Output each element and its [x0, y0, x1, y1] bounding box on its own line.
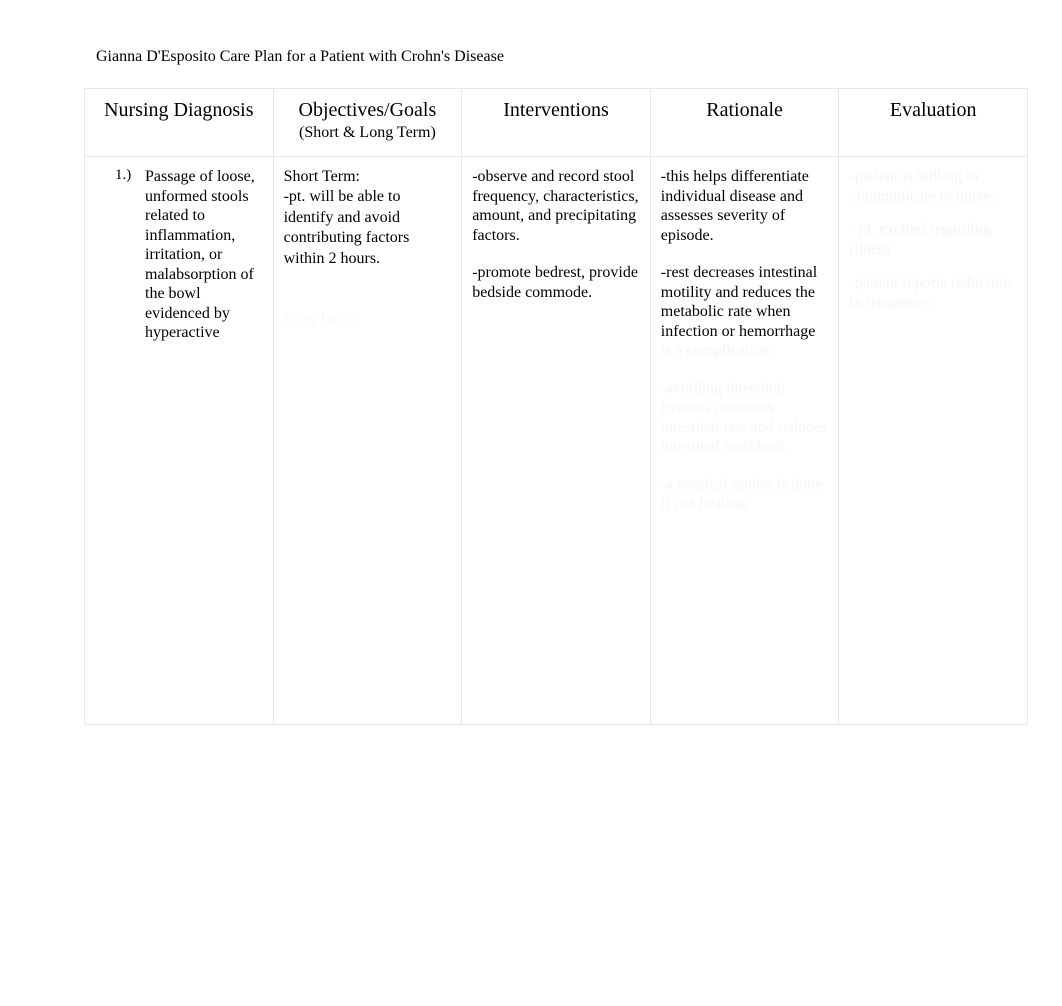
short-term-text: -pt. will be able to identify and avoid … — [284, 188, 410, 266]
diagnosis-cell: 1.) Passage of loose, unformed stools re… — [85, 157, 274, 725]
rationale-hidden-2: -avoiding intestinal irritants promotes … — [661, 379, 829, 457]
objectives-cell: Short Term: -pt. will be able to identif… — [273, 157, 462, 725]
short-term-label: Short Term: — [284, 167, 452, 187]
header-evaluation-text: Evaluation — [890, 99, 977, 121]
interventions-cell: -observe and record stool frequency, cha… — [462, 157, 651, 725]
objectives-hidden: Long Term: — [284, 309, 452, 327]
care-plan-table: Nursing Diagnosis Objectives/Goals (Shor… — [84, 88, 1028, 725]
intervention-item-2: -promote bedrest, provide bedside commod… — [472, 263, 640, 302]
evaluation-cell: -patient is willing to communicate to nu… — [839, 157, 1028, 725]
rationale-hidden-3: -a surgical option is done if not healin… — [661, 475, 829, 514]
diagnosis-number: 1.) — [115, 167, 131, 184]
rationale-hidden-group: is a complication. -avoiding intestinal … — [661, 341, 829, 514]
rationale-item-2: -rest decreases intestinal motility and … — [661, 264, 817, 340]
rationale-cell: -this helps differentiate individual dis… — [650, 157, 839, 725]
rationale-hidden-1: is a complication. — [661, 341, 829, 361]
page-title: Gianna D'Esposito Care Plan for a Patien… — [96, 48, 504, 66]
header-diagnosis-text: Nursing Diagnosis — [104, 99, 253, 121]
rationale-item-1: -this helps differentiate individual dis… — [661, 167, 829, 245]
header-interventions-text: Interventions — [503, 99, 609, 121]
header-evaluation: Evaluation — [839, 89, 1028, 157]
header-objectives: Objectives/Goals (Short & Long Term) — [273, 89, 462, 157]
table-header-row: Nursing Diagnosis Objectives/Goals (Shor… — [85, 89, 1028, 157]
diagnosis-text: Passage of loose, unformed stools relate… — [145, 167, 263, 343]
header-objectives-sub: (Short & Long Term) — [284, 124, 452, 142]
table-row: 1.) Passage of loose, unformed stools re… — [85, 157, 1028, 725]
evaluation-hidden-1: -patient is willing to communicate to nu… — [849, 167, 1017, 206]
header-objectives-text: Objectives/Goals — [299, 99, 437, 121]
header-interventions: Interventions — [462, 89, 651, 157]
header-diagnosis: Nursing Diagnosis — [85, 89, 274, 157]
evaluation-hidden-2: - pt. excited regarding illness — [849, 220, 1017, 259]
header-rationale-text: Rationale — [706, 99, 783, 121]
intervention-item-1: -observe and record stool frequency, cha… — [472, 167, 640, 245]
header-rationale: Rationale — [650, 89, 839, 157]
evaluation-hidden-3: -patient reports reduction in frequency. — [849, 273, 1017, 312]
